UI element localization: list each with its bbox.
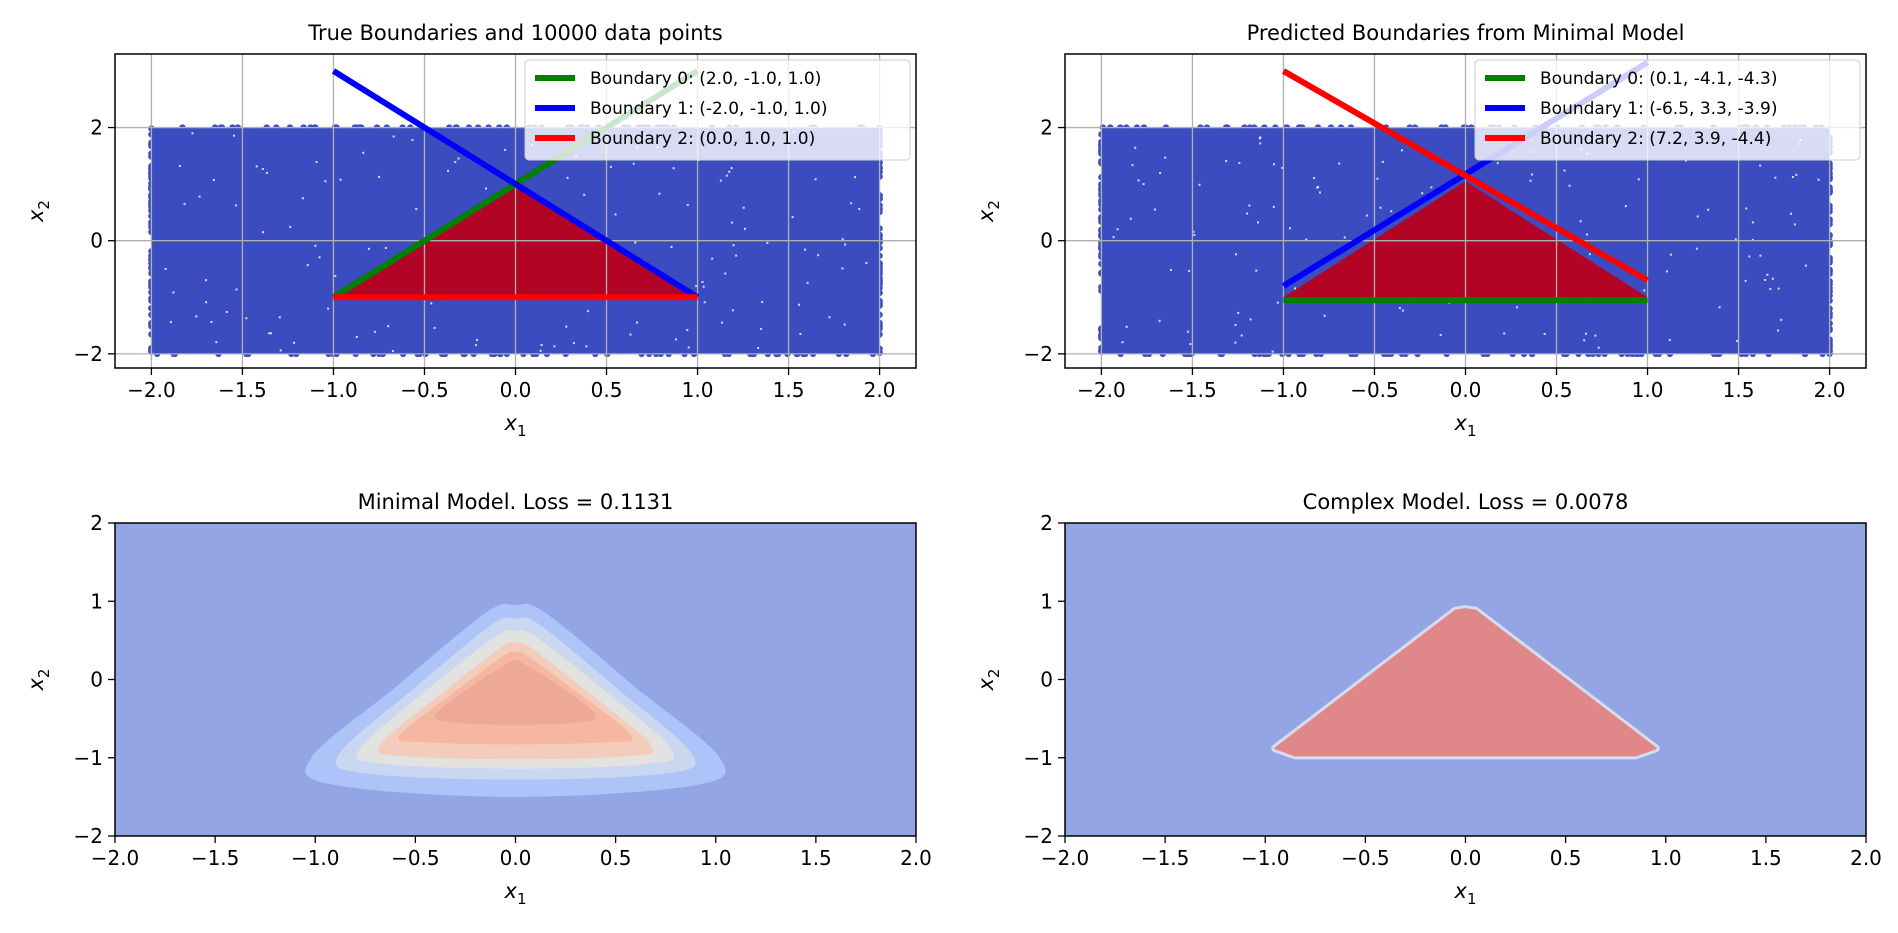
y-tick-label: 0: [1040, 668, 1053, 692]
plot-area: [115, 54, 916, 368]
y-tick-label: 0: [90, 668, 103, 692]
legend-entry-1: Boundary 1: (-6.5, 3.3, -3.9): [1540, 99, 1777, 119]
x-tick-label: −1.0: [1259, 378, 1308, 402]
x-tick-label: 1.5: [1750, 846, 1782, 870]
y-tick-label: 1: [1040, 589, 1053, 613]
y-tick-label: 0: [1040, 229, 1053, 253]
legend: Boundary 0: (2.0, -1.0, 1.0) Boundary 1: …: [524, 59, 911, 161]
chart-title: True Boundaries and 10000 data points: [307, 21, 723, 45]
x-tick-label: −1.5: [191, 846, 240, 870]
x-tick-label: −1.5: [1168, 378, 1217, 402]
x-ticks: −2.0 −1.5 −1.0 −0.5 0.0 0.5 1.0 1.5 2.0: [1077, 368, 1845, 402]
y-tick-label: 2: [1040, 511, 1053, 535]
y-axis-label: x2: [974, 200, 1003, 223]
plot-area: [1065, 523, 1866, 836]
x-tick-label: 0.5: [591, 378, 623, 402]
x-tick-label: −2.0: [127, 378, 176, 402]
legend-entry-1: Boundary 1: (-2.0, -1.0, 1.0): [590, 99, 827, 119]
x-tick-label: 0.0: [1450, 378, 1482, 402]
x-tick-label: 2.0: [900, 846, 932, 870]
x-axis-label: x1: [504, 879, 527, 908]
x-tick-label: −2.0: [1041, 846, 1090, 870]
y-ticks: −2 −1 0 1 2: [74, 511, 115, 848]
legend: Boundary 0: (0.1, -4.1, -4.3) Boundary 1:…: [1474, 59, 1861, 161]
chart-title: Complex Model. Loss = 0.0078: [1303, 490, 1629, 514]
y-tick-label: 1: [90, 589, 103, 613]
x-tick-label: −0.5: [391, 846, 440, 870]
y-tick-label: −2: [1024, 342, 1053, 366]
x-tick-label: 1.0: [682, 378, 714, 402]
legend-entry-2: Boundary 2: (7.2, 3.9, -4.4): [1540, 129, 1771, 149]
y-ticks: −2 0 2: [1024, 116, 1065, 366]
plot-area: [1065, 54, 1866, 368]
y-tick-label: 2: [1040, 116, 1053, 140]
y-axis-label: x2: [974, 669, 1003, 692]
x-tick-label: 1.5: [1723, 378, 1755, 402]
plot-area: [115, 523, 916, 836]
x-tick-label: −1.5: [1141, 846, 1190, 870]
x-tick-label: 0.0: [1450, 846, 1482, 870]
x-tick-label: 2.0: [1814, 378, 1846, 402]
x-tick-label: −0.5: [400, 378, 449, 402]
y-tick-label: −2: [1024, 824, 1053, 848]
legend-entry-0: Boundary 0: (2.0, -1.0, 1.0): [590, 69, 821, 89]
x-tick-label: 1.0: [1632, 378, 1664, 402]
x-tick-label: 0.0: [500, 378, 532, 402]
x-tick-label: 1.5: [800, 846, 832, 870]
y-tick-label: 2: [90, 511, 103, 535]
x-tick-label: −1.5: [218, 378, 267, 402]
contour-level-6: [434, 659, 597, 725]
x-ticks: −2.0 −1.5 −1.0 −0.5 0.0 0.5 1.0 1.5 2.0: [1041, 836, 1882, 870]
x-axis-label: x1: [1454, 411, 1477, 440]
x-tick-label: 1.5: [773, 378, 805, 402]
x-tick-label: 1.0: [1650, 846, 1682, 870]
y-tick-label: 0: [90, 229, 103, 253]
inside-region: [1274, 608, 1657, 757]
y-tick-label: −1: [74, 746, 103, 770]
y-axis-label: x2: [24, 669, 53, 692]
y-tick-label: 2: [90, 116, 103, 140]
boundary-2-line: [1281, 68, 1650, 283]
x-tick-label: −2.0: [1077, 378, 1126, 402]
legend-entry-0: Boundary 0: (0.1, -4.1, -4.3): [1540, 69, 1777, 89]
x-tick-label: −2.0: [91, 846, 140, 870]
panel-3: −2.0 −1.5 −1.0 −0.5 0.0 0.5 1.0 1.5 2.0 −2 −1 0 1 2 Mi…: [24, 490, 932, 908]
panel-2: Boundary 0: (0.1, -4.1, -4.3) Boundary 1:…: [974, 21, 1867, 440]
panel-1: Boundary 0: (2.0, -1.0, 1.0) Boundary 1: …: [24, 21, 917, 440]
chart-title: Minimal Model. Loss = 0.1131: [358, 490, 674, 514]
chart-title: Predicted Boundaries from Minimal Model: [1247, 21, 1685, 45]
x-axis-label: x1: [504, 411, 527, 440]
x-tick-label: −0.5: [1341, 846, 1390, 870]
x-axis-label: x1: [1454, 879, 1477, 908]
y-ticks: −2 0 2: [74, 116, 115, 366]
x-ticks: −2.0 −1.5 −1.0 −0.5 0.0 0.5 1.0 1.5 2.0: [91, 836, 932, 870]
boundary-1-line: [331, 68, 700, 300]
y-tick-label: −1: [1024, 746, 1053, 770]
x-ticks: −2.0 −1.5 −1.0 −0.5 0.0 0.5 1.0 1.5 2.0: [127, 368, 895, 402]
panel-4: −2.0 −1.5 −1.0 −0.5 0.0 0.5 1.0 1.5 2.0 −2 −1 0 1 2 Co…: [974, 490, 1882, 908]
y-axis-label: x2: [24, 200, 53, 223]
x-tick-label: 2.0: [864, 378, 896, 402]
x-tick-label: −1.0: [1241, 846, 1290, 870]
y-ticks: −2 −1 0 1 2: [1024, 511, 1065, 848]
x-tick-label: −1.0: [291, 846, 340, 870]
x-tick-label: 2.0: [1850, 846, 1882, 870]
x-tick-label: 0.0: [500, 846, 532, 870]
legend-box: [524, 59, 911, 161]
x-tick-label: 0.5: [600, 846, 632, 870]
x-tick-label: 0.5: [1541, 378, 1573, 402]
x-tick-label: −1.0: [309, 378, 358, 402]
x-tick-label: −0.5: [1350, 378, 1399, 402]
y-tick-label: −2: [74, 824, 103, 848]
x-tick-label: 0.5: [1550, 846, 1582, 870]
legend-box: [1474, 59, 1861, 161]
y-tick-label: −2: [74, 342, 103, 366]
x-tick-label: 1.0: [700, 846, 732, 870]
legend-entry-2: Boundary 2: (0.0, 1.0, 1.0): [590, 129, 815, 149]
